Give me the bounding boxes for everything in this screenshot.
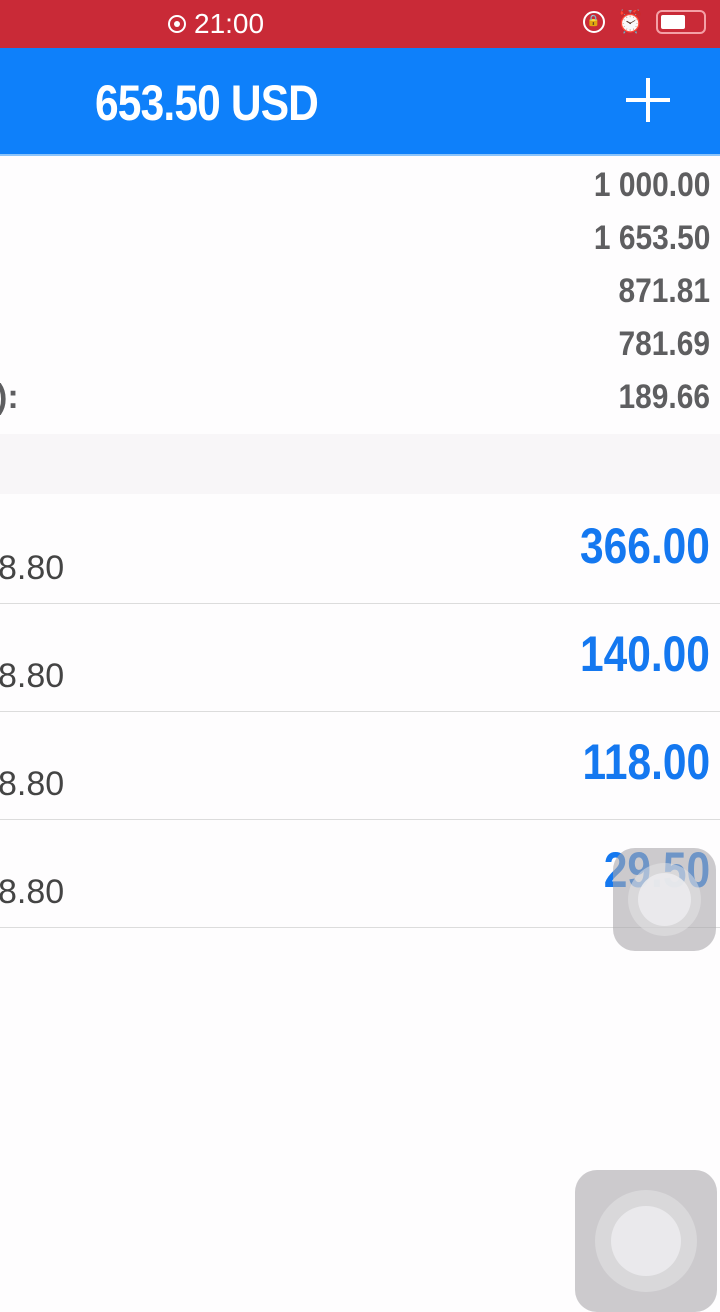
plus-icon[interactable] (626, 78, 670, 122)
row-value: 366.00 (580, 518, 710, 574)
section-divider (0, 434, 720, 494)
summary-value: 781.69 (618, 325, 710, 363)
summary-value: 189.66 (618, 378, 710, 416)
assistive-touch-button[interactable] (575, 1170, 717, 1312)
summary-value: 1 653.50 (593, 219, 710, 257)
page-title: 653.50 USD (95, 75, 319, 131)
list-item[interactable]: 8.80 140.00 (0, 603, 720, 712)
status-time: 21:00 (168, 8, 264, 40)
list-item[interactable]: 8.80 29.50 (0, 819, 720, 928)
list-item[interactable]: 8.80 118.00 (0, 711, 720, 820)
row-price: 8.80 (0, 549, 65, 587)
row-price: 8.80 (0, 657, 65, 695)
record-icon (168, 15, 186, 33)
battery-icon (656, 10, 706, 34)
assistive-touch-button[interactable] (613, 848, 716, 951)
rotation-lock-icon: 🔒 (582, 11, 605, 33)
summary-label: ): (0, 378, 19, 416)
time-text: 21:00 (194, 8, 265, 39)
list-item[interactable]: 8.80 366.00 (0, 495, 720, 604)
row-price: 8.80 (0, 873, 65, 911)
row-value: 118.00 (582, 734, 710, 790)
status-bar: 21:00 🔒 ⏰ (0, 0, 720, 48)
header: 653.50 USD (0, 48, 720, 156)
summary-value: 871.81 (618, 272, 710, 310)
row-value: 140.00 (580, 626, 710, 682)
summary-value: 1 000.00 (593, 166, 710, 204)
row-price: 8.80 (0, 765, 65, 803)
alarm-icon: ⏰ (616, 9, 644, 34)
